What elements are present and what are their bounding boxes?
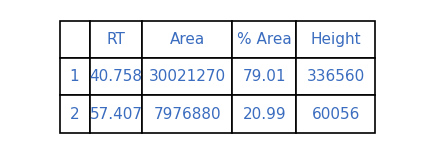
Text: Area: Area [170, 32, 205, 47]
FancyBboxPatch shape [232, 58, 296, 95]
FancyBboxPatch shape [142, 21, 232, 58]
Text: 336560: 336560 [307, 69, 365, 84]
Text: 2: 2 [70, 107, 79, 122]
Text: 40.758: 40.758 [89, 69, 142, 84]
FancyBboxPatch shape [89, 58, 142, 95]
FancyBboxPatch shape [232, 95, 296, 133]
Text: RT: RT [106, 32, 126, 47]
Text: 7976880: 7976880 [153, 107, 221, 122]
FancyBboxPatch shape [142, 95, 232, 133]
Text: 20.99: 20.99 [243, 107, 286, 122]
FancyBboxPatch shape [59, 58, 89, 95]
Text: Height: Height [310, 32, 361, 47]
FancyBboxPatch shape [232, 21, 296, 58]
Text: 57.407: 57.407 [89, 107, 142, 122]
FancyBboxPatch shape [296, 58, 375, 95]
Text: 79.01: 79.01 [243, 69, 286, 84]
Text: % Area: % Area [237, 32, 292, 47]
FancyBboxPatch shape [296, 21, 375, 58]
FancyBboxPatch shape [296, 95, 375, 133]
Text: 60056: 60056 [311, 107, 360, 122]
FancyBboxPatch shape [59, 21, 89, 58]
FancyBboxPatch shape [59, 95, 89, 133]
Text: 1: 1 [70, 69, 79, 84]
FancyBboxPatch shape [89, 21, 142, 58]
FancyBboxPatch shape [142, 58, 232, 95]
Text: 30021270: 30021270 [149, 69, 226, 84]
FancyBboxPatch shape [89, 95, 142, 133]
